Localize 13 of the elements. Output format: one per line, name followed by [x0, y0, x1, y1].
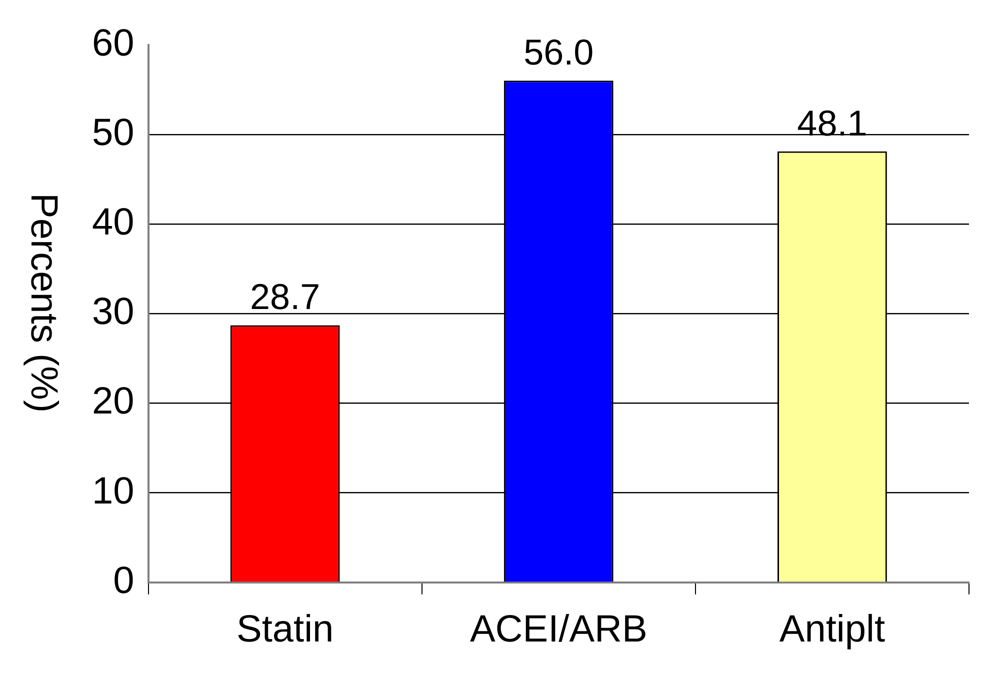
y-tick-label: 10	[92, 470, 134, 512]
y-tick-label: 50	[92, 112, 134, 154]
x-tick-label: Antiplt	[779, 608, 886, 651]
data-label: 28.7	[250, 276, 320, 318]
y-tick-label: 20	[92, 380, 134, 423]
data-label: 56.0	[524, 32, 594, 73]
x-tick-label: Statin	[236, 608, 334, 651]
y-axis-title: Percents (%)	[22, 193, 64, 413]
y-tick-label: 30	[92, 291, 134, 334]
y-tick-label: 0	[113, 560, 134, 602]
x-tick-label: ACEI/ARB	[470, 608, 648, 651]
y-tick-label: 40	[92, 201, 134, 244]
y-tick-label: 60	[92, 22, 134, 64]
